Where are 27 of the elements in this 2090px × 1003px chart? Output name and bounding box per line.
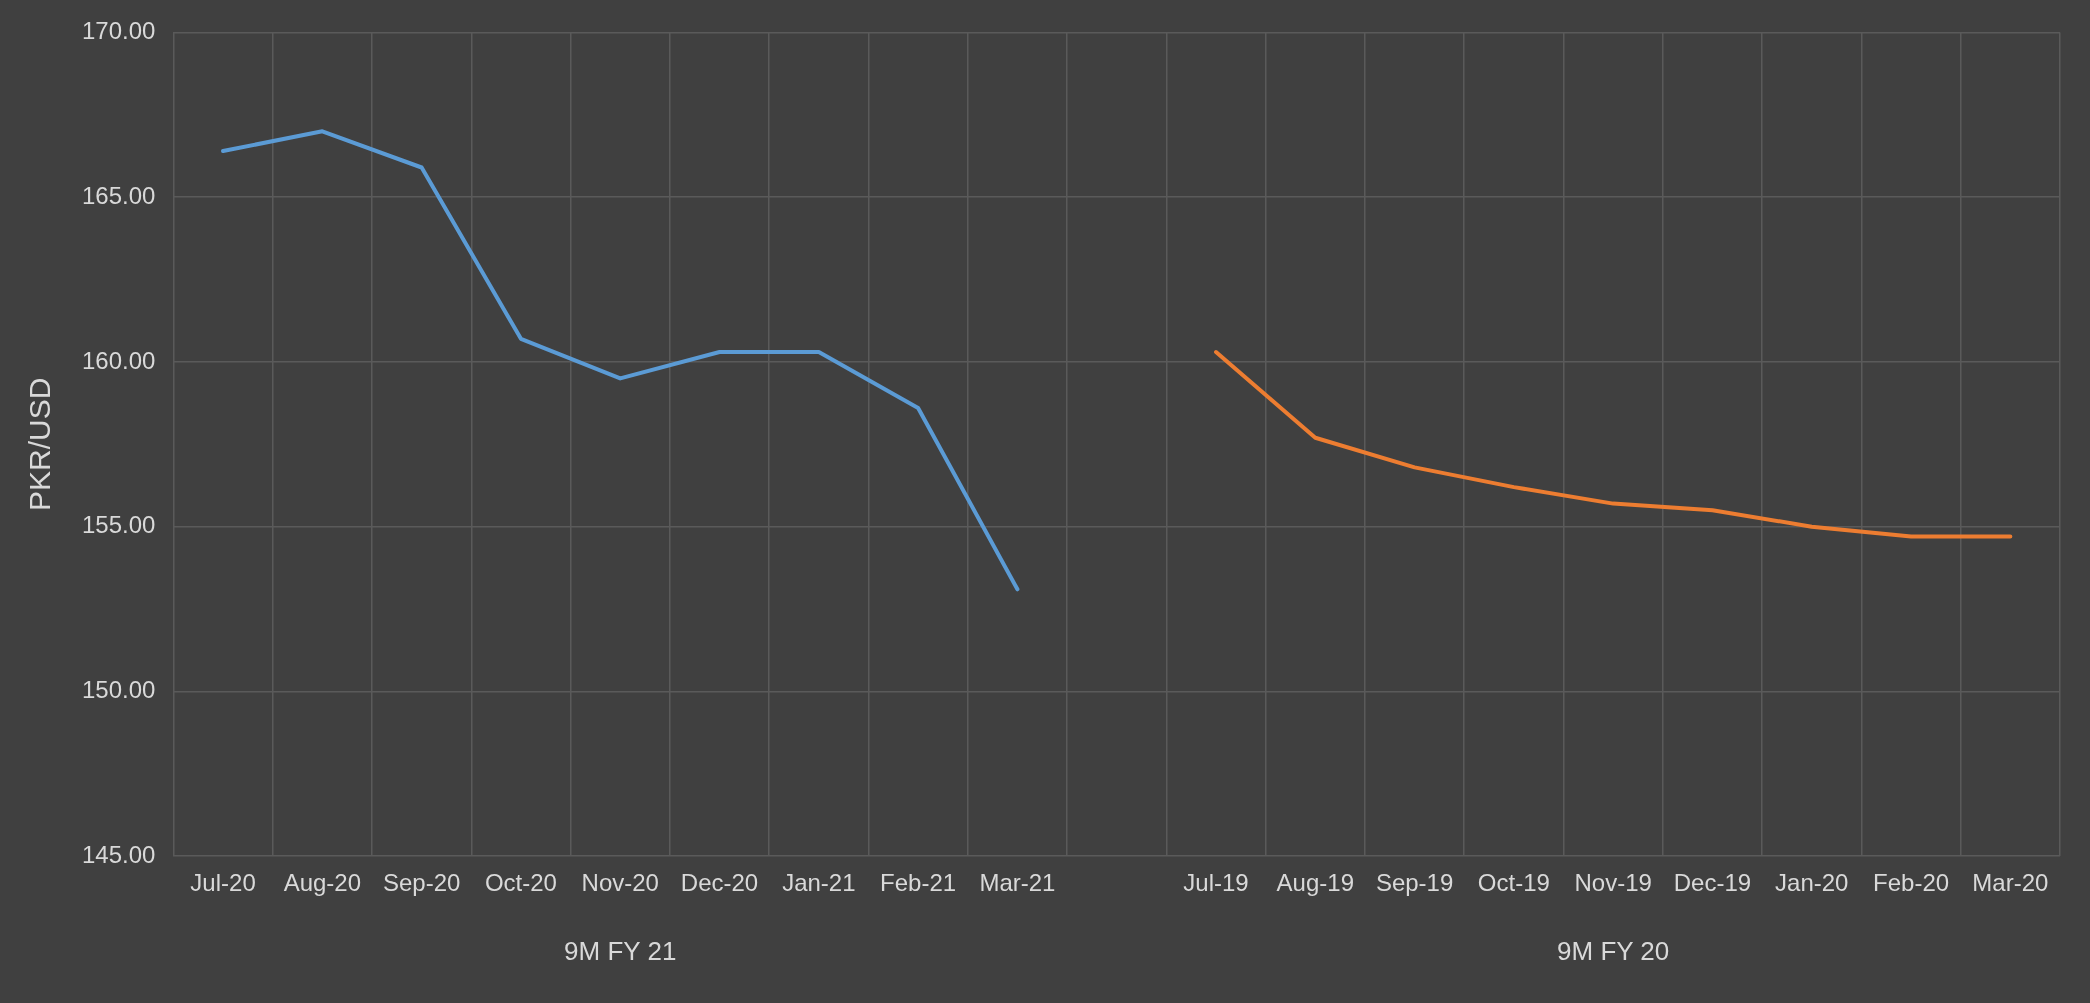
y-tick-label: 170.00 (82, 17, 156, 45)
text: 9M FY 21 (564, 936, 677, 967)
x-tick-label: Mar-21 (979, 869, 1056, 897)
y-tick-label: 165.00 (82, 181, 156, 209)
x-tick-label: Jan-21 (782, 869, 856, 897)
x-tick-label: Feb-20 (1873, 869, 1950, 897)
x-tick-label: Oct-19 (1477, 869, 1550, 897)
x-tick-label: Nov-20 (581, 869, 659, 897)
y-tick-label: 145.00 (82, 840, 156, 868)
x-tick-label: Nov-19 (1574, 869, 1652, 897)
x-tick-label: Sep-19 (1375, 869, 1454, 897)
x-tick-label: Sep-20 (382, 869, 461, 897)
y-tick-label: 150.00 (82, 676, 156, 704)
x-tick-label: Jan-20 (1775, 869, 1849, 897)
x-tick-label: Jul-20 (190, 869, 256, 897)
y-tick-label: 160.00 (82, 346, 156, 374)
x-tick-label: Oct-20 (484, 869, 557, 897)
x-tick-label: Mar-20 (1972, 869, 2049, 897)
text: 9M FY 20 (1557, 936, 1670, 967)
x-tick-label: Feb-21 (880, 869, 957, 897)
x-tick-label: Jul-19 (1183, 869, 1249, 897)
x-tick-label: Aug-19 (1276, 869, 1354, 897)
x-tick-label: Dec-19 (1673, 869, 1752, 897)
y-axis-title: PKR/USD (23, 377, 57, 511)
y-tick-label: 155.00 (82, 511, 156, 539)
x-tick-label: Aug-20 (283, 869, 362, 897)
x-tick-label: Dec-20 (680, 869, 759, 897)
